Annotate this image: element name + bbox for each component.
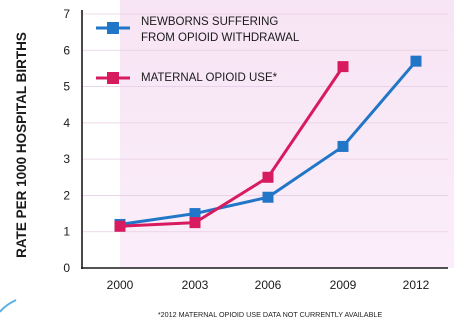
- footnote: *2012 MATERNAL OPIOID USE DATA NOT CURRE…: [158, 310, 383, 319]
- legend-entry-0: NEWBORNS SUFFERING FROM OPIOID WITHDRAWAL: [96, 16, 300, 44]
- x-tick-label-2: 2006: [255, 278, 282, 292]
- y-tick-labels: 0 1 2 3 4 5 6 7: [63, 7, 70, 275]
- x-tick-label-0: 2000: [107, 278, 134, 292]
- corner-accent: [0, 299, 17, 313]
- x-tick-label-3: 2009: [330, 278, 357, 292]
- y-tick-label-5: 5: [63, 80, 70, 94]
- legend-label-0-0: NEWBORNS SUFFERING: [141, 16, 278, 28]
- series-0-point-4: [410, 55, 422, 67]
- legend: NEWBORNS SUFFERING FROM OPIOID WITHDRAWAL…: [96, 16, 300, 84]
- series-1-point-2: [262, 171, 274, 183]
- legend-entry-1: MATERNAL OPIOID USE*: [96, 72, 278, 84]
- series: [114, 55, 422, 232]
- y-tick-label-0: 0: [63, 261, 70, 275]
- x-tick-label-4: 2012: [403, 278, 430, 292]
- series-1-point-0: [114, 220, 126, 232]
- legend-marker-1: [107, 72, 119, 84]
- y-tick-label-7: 7: [63, 7, 70, 21]
- legend-marker-0: [107, 22, 119, 34]
- x-tick-label-1: 2003: [182, 278, 209, 292]
- legend-label-1-0: MATERNAL OPIOID USE*: [141, 72, 278, 84]
- series-1-point-1: [189, 217, 201, 229]
- series-1-point-3: [337, 61, 349, 73]
- series-0-point-3: [337, 140, 349, 152]
- y-tick-label-4: 4: [63, 116, 70, 130]
- y-tick-label-6: 6: [63, 43, 70, 57]
- series-0-point-2: [262, 191, 274, 203]
- axes: [81, 10, 448, 269]
- series-0-point-1: [189, 208, 201, 220]
- y-tick-label-1: 1: [63, 225, 70, 239]
- y-tick-label-3: 3: [63, 152, 70, 166]
- series-line-1: [119, 65, 345, 228]
- y-axis-label: RATE PER 1000 HOSPITAL BIRTHS: [14, 32, 29, 258]
- legend-label-0-1: FROM OPIOID WITHDRAWAL: [141, 32, 300, 44]
- y-tick-label-2: 2: [63, 188, 70, 202]
- x-tick-labels: 2000 2003 2006 2009 2012: [107, 278, 430, 292]
